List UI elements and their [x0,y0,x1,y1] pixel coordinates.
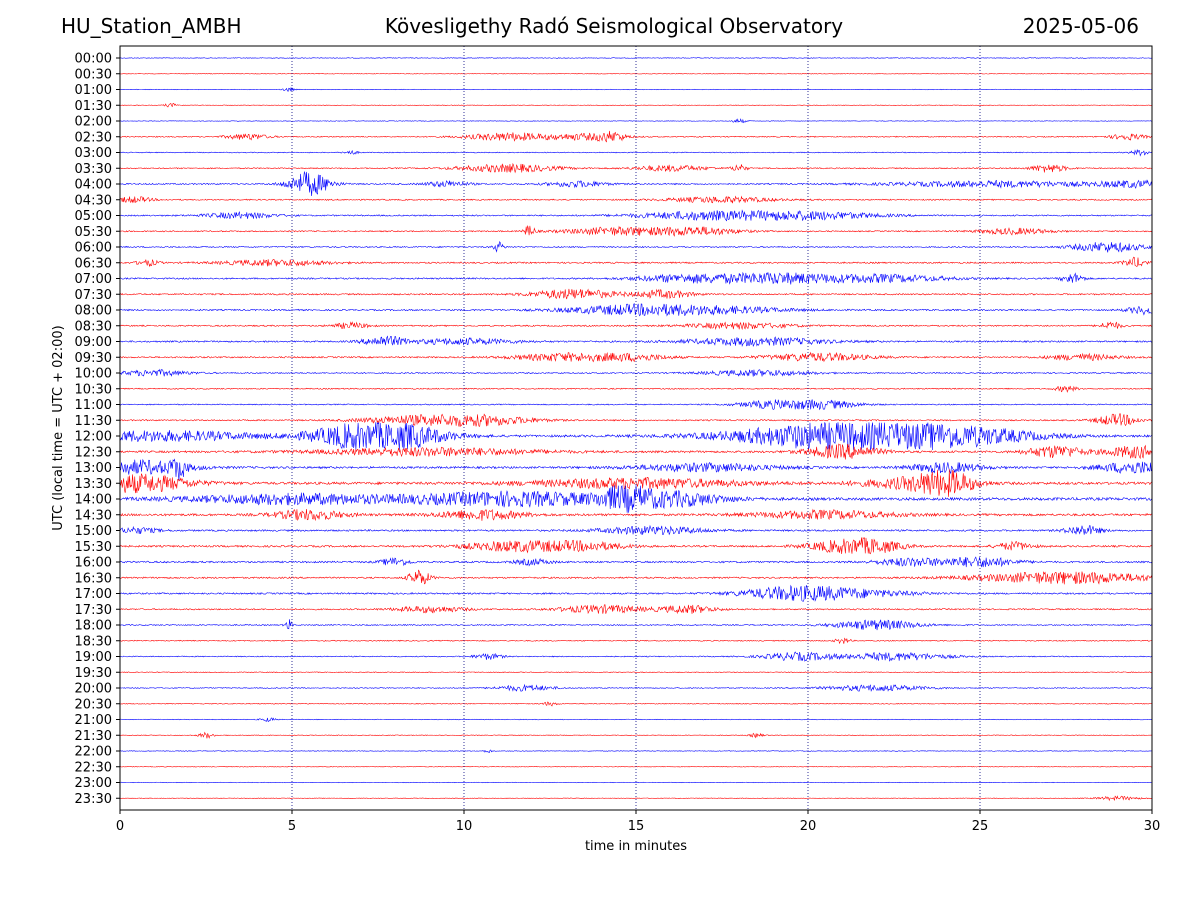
time-label: 12:30 [75,445,112,460]
trace-1330 [119,469,1153,497]
trace-0530 [119,225,1153,237]
trace-2330 [119,795,1153,802]
time-label: 19:30 [75,666,112,681]
trace-1530 [119,537,1153,555]
x-tick-label: 10 [456,819,473,834]
trace-1730 [119,604,1153,615]
time-label: 23:30 [75,792,112,807]
time-label: 14:00 [75,493,112,508]
time-label: 09:00 [75,335,112,350]
time-label: 14:30 [75,508,112,523]
time-label: 20:30 [75,697,112,712]
time-label: 04:00 [75,178,112,193]
time-label: 11:30 [75,414,112,429]
time-label: 17:30 [75,603,112,618]
trace-1500 [119,524,1153,536]
time-label: 05:00 [75,209,112,224]
time-label: 22:30 [75,760,112,775]
time-label: 01:00 [75,83,112,98]
x-tick-label: 20 [800,819,817,834]
time-label: 07:00 [75,272,112,287]
trace-0400 [119,170,1153,196]
time-label: 22:00 [75,745,112,760]
chart-title: Kövesligethy Radó Seismological Observat… [384,14,844,38]
time-label: 05:30 [75,225,112,240]
time-label-group: 00:0000:3001:0001:3002:0002:3003:0003:30… [75,52,120,807]
time-label: 07:30 [75,288,112,303]
time-label: 11:00 [75,398,112,413]
trace-1700 [119,584,1153,602]
time-label: 19:00 [75,650,112,665]
time-label: 12:00 [75,430,112,445]
station-name: HU_Station_AMBH [61,14,242,38]
trace-2100 [119,717,1153,723]
time-label: 21:30 [75,729,112,744]
time-label: 06:30 [75,256,112,271]
time-label: 15:30 [75,540,112,555]
time-label: 08:30 [75,319,112,334]
time-label: 18:30 [75,634,112,649]
time-label: 02:30 [75,130,112,145]
x-tick-group: 0 5 10 15 20 25 30 [116,810,1160,834]
gridline-group [291,46,981,810]
trace-0930 [119,351,1153,363]
y-axis-label: UTC (local time = UTC + 02:00) [51,325,66,530]
time-label: 00:00 [75,52,112,67]
x-tick-label: 15 [628,819,645,834]
trace-1100 [119,399,1153,411]
x-tick-label: 5 [288,819,296,834]
time-label: 02:00 [75,115,112,130]
time-label: 00:30 [75,67,112,82]
trace-1130 [119,413,1153,427]
x-tick-label: 25 [972,819,989,834]
trace-0730 [119,288,1153,300]
trace-1300 [119,458,1153,481]
x-tick-label: 30 [1144,819,1161,834]
time-label: 16:00 [75,556,112,571]
time-label: 23:00 [75,776,112,791]
trace-0100 [119,86,1153,93]
trace-1430 [119,508,1153,522]
time-label: 03:00 [75,146,112,161]
time-label: 03:30 [75,162,112,177]
time-label: 20:00 [75,682,112,697]
chart-date: 2025-05-06 [1022,14,1139,38]
time-label: 16:30 [75,571,112,586]
trace-1930 [119,671,1153,674]
time-label: 08:00 [75,304,112,319]
time-label: 18:00 [75,619,112,634]
time-label: 21:00 [75,713,112,728]
time-label: 04:30 [75,193,112,208]
trace-0300 [119,149,1153,157]
plot-frame [119,45,1153,811]
trace-1830 [119,637,1153,645]
trace-2300 [119,781,1153,784]
time-label: 10:00 [75,367,112,382]
time-label: 13:30 [75,477,112,492]
trace-0130 [119,102,1153,108]
trace-1400 [119,485,1153,513]
time-label: 01:30 [75,99,112,114]
time-label: 17:00 [75,587,112,602]
time-label: 09:30 [75,351,112,366]
time-label: 06:00 [75,241,112,256]
x-axis-label: time in minutes [585,839,687,854]
trace-0200 [119,118,1153,124]
time-label: 15:00 [75,524,112,539]
time-label: 10:30 [75,382,112,397]
trace-1900 [119,651,1153,662]
x-tick-label: 0 [116,819,124,834]
time-label: 13:00 [75,461,112,476]
trace-2130 [119,731,1153,739]
trace-0330 [119,162,1153,174]
